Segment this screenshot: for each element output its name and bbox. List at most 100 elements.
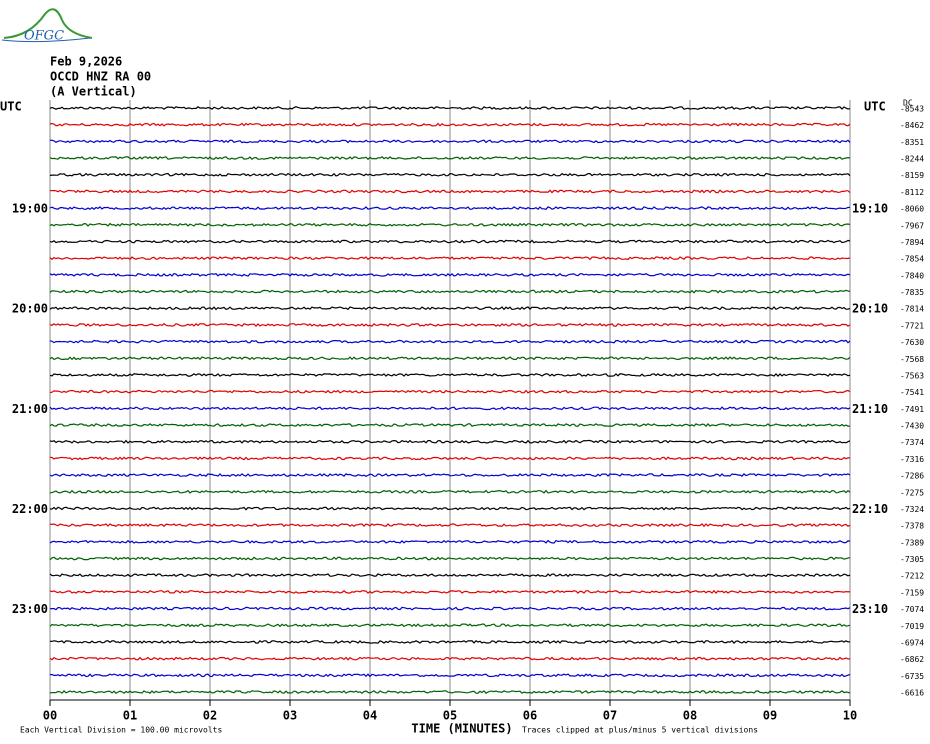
dc-value: -7840: [900, 271, 924, 280]
trace: [49, 189, 851, 194]
trace: [49, 489, 851, 494]
date: Feb 9,2026: [50, 55, 122, 69]
dc-value: -7286: [900, 472, 924, 481]
x-tick-label: 04: [363, 709, 377, 723]
dc-value: -7305: [900, 555, 924, 564]
dc-value: -7374: [900, 438, 924, 447]
dc-value: -7316: [900, 455, 924, 464]
trace: [49, 656, 851, 661]
trace: [49, 122, 851, 127]
row-label-right: 22:10: [852, 502, 888, 516]
x-axis-label: TIME (MINUTES): [411, 722, 512, 736]
x-tick-label: 02: [203, 709, 217, 723]
dc-value: -7159: [900, 588, 924, 597]
x-tick-label: 03: [283, 709, 297, 723]
scale-note: Each Vertical Division = 100.00 microvol…: [20, 726, 222, 735]
dc-value: -6974: [900, 638, 924, 647]
trace: [49, 589, 851, 595]
row-label-right: 21:10: [852, 402, 888, 416]
x-tick-label: 07: [603, 709, 617, 723]
trace: [49, 439, 851, 444]
trace: [49, 623, 851, 628]
trace: [49, 206, 851, 211]
logo-curve: [3, 8, 93, 39]
dc-value: -8351: [900, 138, 924, 147]
left-axis-label: UTC: [0, 100, 22, 114]
trace: [49, 106, 851, 110]
trace: [49, 373, 851, 377]
x-tick-label: 06: [523, 709, 537, 723]
dc-label: DC: [903, 99, 913, 108]
row-label-right: 19:10: [852, 202, 888, 216]
dc-value: -8462: [900, 121, 924, 130]
trace: [49, 322, 851, 327]
trace: [49, 289, 851, 294]
trace: [49, 406, 851, 411]
x-tick-label: 10: [843, 709, 857, 723]
trace: [49, 556, 851, 561]
trace: [49, 172, 851, 177]
trace: [49, 456, 851, 461]
trace: [49, 139, 851, 144]
dc-value: -8112: [900, 188, 924, 197]
dc-value: -8543: [900, 105, 924, 114]
dc-value: -7019: [900, 622, 924, 631]
trace: [49, 339, 851, 344]
dc-value: -7967: [900, 221, 924, 230]
dc-value: -7814: [900, 305, 924, 314]
trace: [49, 606, 851, 611]
dc-value: -8060: [900, 205, 924, 214]
x-tick-label: 01: [123, 709, 137, 723]
trace: [49, 306, 851, 311]
row-label-left: 22:00: [12, 502, 48, 516]
trace: [49, 573, 851, 578]
dc-value: -6862: [900, 655, 924, 664]
dc-value: -7212: [900, 572, 924, 581]
dc-value: -7630: [900, 338, 924, 347]
trace: [49, 156, 851, 161]
x-tick-label: 09: [763, 709, 777, 723]
logo-text: OFGC: [24, 29, 64, 44]
dc-value: -7324: [900, 505, 924, 514]
x-tick-label: 05: [443, 709, 457, 723]
trace: [49, 389, 851, 394]
trace: [49, 239, 851, 244]
row-label-left: 23:00: [12, 602, 48, 616]
dc-value: -8159: [900, 171, 924, 180]
trace: [49, 473, 851, 478]
component: (A Vertical): [50, 85, 137, 99]
dc-value: -7541: [900, 388, 924, 397]
dc-value: -7721: [900, 321, 924, 330]
trace: [49, 673, 851, 678]
trace: [49, 272, 851, 277]
logo-swoosh: [1, 37, 91, 43]
row-label-left: 21:00: [12, 402, 48, 416]
dc-value: -7568: [900, 355, 924, 364]
row-label-right: 23:10: [852, 602, 888, 616]
dc-value: -7430: [900, 422, 924, 431]
dc-value: -7491: [900, 405, 924, 414]
trace: [49, 356, 851, 361]
dc-value: -7854: [900, 255, 924, 264]
clip-note: Traces clipped at plus/minus 5 vertical …: [522, 726, 758, 735]
trace: [49, 256, 851, 261]
dc-value: -8244: [900, 155, 924, 164]
dc-value: -7894: [900, 238, 924, 247]
trace: [50, 506, 851, 511]
dc-value: -7275: [900, 488, 924, 497]
right-axis-label: UTC: [864, 100, 886, 114]
x-tick-label: 08: [683, 709, 697, 723]
row-label-right: 20:10: [852, 302, 888, 316]
trace: [49, 689, 851, 694]
dc-value: -6616: [900, 689, 924, 698]
row-label-left: 20:00: [12, 302, 48, 316]
dc-value: -7389: [900, 538, 924, 547]
trace: [49, 539, 851, 544]
trace: [49, 222, 851, 227]
dc-value: -7563: [900, 371, 924, 380]
dc-value: -7378: [900, 522, 924, 531]
dc-value: -7074: [900, 605, 924, 614]
dc-value: -6735: [900, 672, 924, 681]
trace: [49, 523, 851, 528]
row-label-left: 19:00: [12, 202, 48, 216]
